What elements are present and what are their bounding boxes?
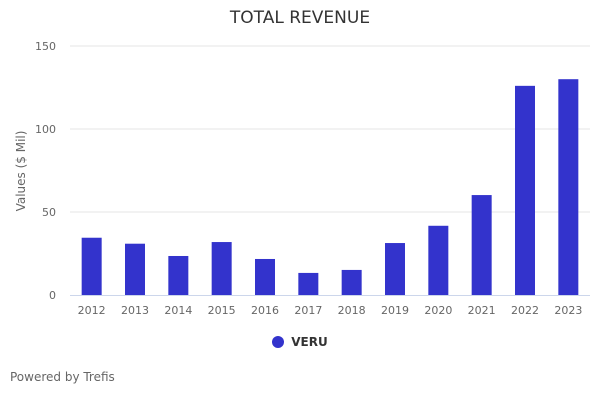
x-tick-label: 2018 — [338, 304, 366, 317]
bar-2023[interactable] — [558, 79, 579, 295]
legend: VERU — [0, 335, 600, 349]
y-tick-label: 50 — [42, 206, 56, 219]
gridlines — [70, 45, 590, 213]
x-tick-label: 2017 — [294, 304, 322, 317]
x-tick-label: 2019 — [381, 304, 409, 317]
x-tick-label: 2022 — [511, 304, 539, 317]
bar-2012[interactable] — [81, 237, 102, 295]
y-tick-label: 150 — [35, 40, 56, 53]
powered-by-footer: Powered by Trefis — [10, 370, 115, 384]
y-axis-label: Values ($ Mil) — [14, 131, 28, 212]
bar-2016[interactable] — [255, 258, 275, 295]
bars — [81, 79, 579, 295]
bar-2017[interactable] — [298, 272, 319, 295]
x-axis-ticks: 2012 2013 2014 2015 2016 2017 2018 2019 2020 2021… — [78, 304, 583, 317]
x-tick-label: 2020 — [424, 304, 452, 317]
bar-2019[interactable] — [385, 243, 405, 295]
y-tick-label: 100 — [35, 123, 56, 136]
x-tick-label: 2023 — [554, 304, 582, 317]
bar-2015[interactable] — [211, 242, 232, 295]
bar-2013[interactable] — [125, 243, 145, 295]
x-tick-label: 2014 — [164, 304, 192, 317]
legend-label[interactable]: VERU — [291, 335, 328, 349]
x-tick-label: 2012 — [78, 304, 106, 317]
y-axis-ticks: 0 50 100 150 — [35, 40, 56, 302]
bar-2021[interactable] — [471, 195, 492, 295]
bar-2022[interactable] — [515, 85, 535, 295]
bar-2020[interactable] — [428, 225, 449, 295]
x-tick-label: 2015 — [208, 304, 236, 317]
y-tick-label: 0 — [49, 289, 56, 302]
chart-title: TOTAL REVENUE — [229, 8, 371, 28]
bar-2014[interactable] — [168, 255, 189, 295]
x-tick-label: 2013 — [121, 304, 149, 317]
bar-2018[interactable] — [341, 269, 362, 295]
x-tick-label: 2021 — [468, 304, 496, 317]
x-tick-label: 2016 — [251, 304, 279, 317]
legend-marker-icon[interactable] — [272, 336, 285, 348]
